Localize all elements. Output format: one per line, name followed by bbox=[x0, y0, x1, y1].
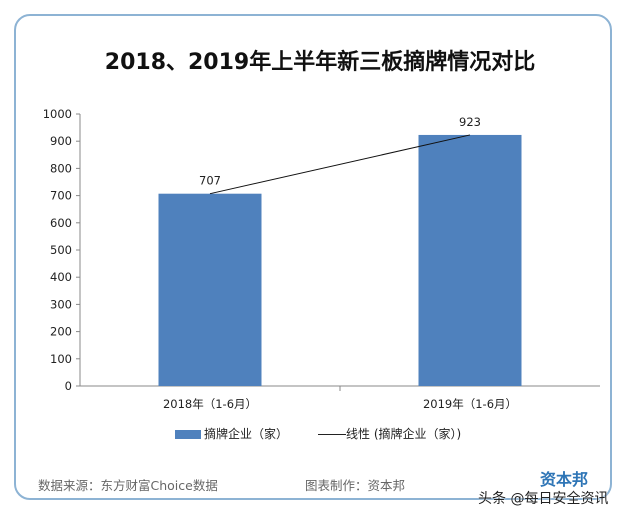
legend-item-bar: 摘牌企业（家） bbox=[175, 425, 288, 442]
logo: 资本邦 bbox=[540, 470, 589, 489]
legend-label-line: 线性 (摘牌企业（家）) bbox=[346, 427, 462, 441]
bar bbox=[158, 193, 262, 386]
legend-label-bar: 摘牌企业（家） bbox=[204, 427, 289, 441]
x-tick-label: 2018年（1-6月） bbox=[163, 397, 257, 411]
y-tick-label: 300 bbox=[50, 297, 72, 311]
chart-frame bbox=[14, 14, 612, 500]
watermark: 头条 @每日安全资讯 bbox=[478, 491, 609, 507]
x-tick-label: 2019年（1-6月） bbox=[423, 397, 517, 411]
trendline bbox=[209, 134, 471, 195]
data-label: 923 bbox=[459, 115, 481, 129]
y-tick-label: 1000 bbox=[43, 107, 72, 121]
y-tick-label: 100 bbox=[50, 352, 72, 366]
y-tick-label: 0 bbox=[65, 379, 72, 393]
y-tick-label: 400 bbox=[50, 270, 72, 284]
legend: 摘牌企业（家） 线性 (摘牌企业（家）) bbox=[175, 425, 461, 442]
maker-note: 图表制作：资本邦 bbox=[305, 478, 406, 493]
source-note: 数据来源：东方财富Choice数据 bbox=[38, 478, 218, 493]
y-tick-label: 500 bbox=[50, 243, 72, 257]
legend-swatch bbox=[175, 430, 201, 439]
legend-item-line: 线性 (摘牌企业（家）) bbox=[318, 425, 461, 442]
legend-line-swatch bbox=[318, 434, 347, 435]
y-tick-label: 900 bbox=[50, 134, 72, 148]
y-tick-label: 700 bbox=[50, 189, 72, 203]
bar bbox=[418, 134, 522, 386]
data-label: 707 bbox=[199, 174, 221, 188]
y-tick-label: 600 bbox=[50, 216, 72, 230]
y-tick-label: 200 bbox=[50, 325, 72, 339]
y-tick-label: 800 bbox=[50, 161, 72, 175]
chart-title: 2018、2019年上半年新三板摘牌情况对比 bbox=[104, 50, 536, 75]
